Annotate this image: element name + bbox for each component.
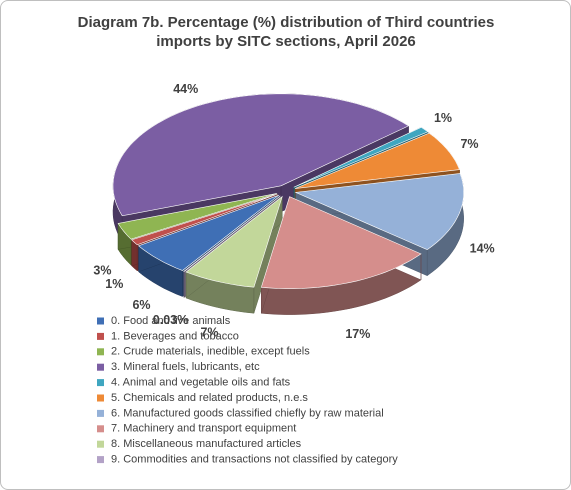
slice-top xyxy=(294,173,465,251)
slice xyxy=(137,194,280,298)
legend-swatch xyxy=(97,409,104,417)
value-label: 7% xyxy=(460,137,478,151)
legend-label: 3. Mineral fuels, lubricants, etc xyxy=(111,361,260,373)
legend-label: 2. Crude materials, inedible, except fue… xyxy=(111,346,310,358)
slice-top xyxy=(117,193,277,240)
legend-swatch xyxy=(97,363,104,371)
legend-label: 0. Food and live animals xyxy=(111,315,231,327)
slice-top xyxy=(137,194,280,271)
slice-top xyxy=(260,196,422,289)
legend-label: 7. Machinery and transport equipment xyxy=(111,423,296,435)
legend-swatch xyxy=(97,379,104,387)
slice-top xyxy=(183,195,281,272)
slice-top xyxy=(185,195,283,288)
legend-label: 5. Chemicals and related products, n.e.s xyxy=(111,392,308,404)
value-label: 1% xyxy=(105,277,123,291)
value-label: 6% xyxy=(132,298,150,312)
slice xyxy=(185,195,283,314)
value-label: 0.03% xyxy=(153,313,188,327)
legend-swatch xyxy=(97,425,104,433)
legend-swatch xyxy=(97,456,104,464)
legend-label: 1. Beverages and tobacco xyxy=(111,330,239,342)
value-label: 44% xyxy=(173,82,198,96)
chart-title: Diagram 7b. Percentage (%) distribution … xyxy=(77,14,495,50)
legend-swatch xyxy=(97,332,104,340)
legend-swatch xyxy=(97,394,104,402)
legend-label: 6. Manufactured goods classified chiefly… xyxy=(111,407,384,419)
legend-label: 9. Commodities and transactions not clas… xyxy=(111,454,398,466)
value-label: 7% xyxy=(200,326,218,340)
legend-swatch xyxy=(97,317,104,325)
legend-label: 4. Animal and vegetable oils and fats xyxy=(111,377,291,389)
slice-top xyxy=(294,132,460,189)
value-label: 1% xyxy=(434,111,452,125)
value-label: 14% xyxy=(470,241,495,255)
slice-top xyxy=(131,193,278,246)
value-label: 3% xyxy=(93,263,111,277)
legend-label: 8. Miscellaneous manufactured articles xyxy=(111,438,302,450)
slice-top xyxy=(293,126,429,188)
value-label: 17% xyxy=(345,327,370,341)
legend-swatch xyxy=(97,348,104,356)
slice-top xyxy=(112,93,410,217)
legend-swatch xyxy=(97,440,104,448)
slice xyxy=(260,196,422,315)
